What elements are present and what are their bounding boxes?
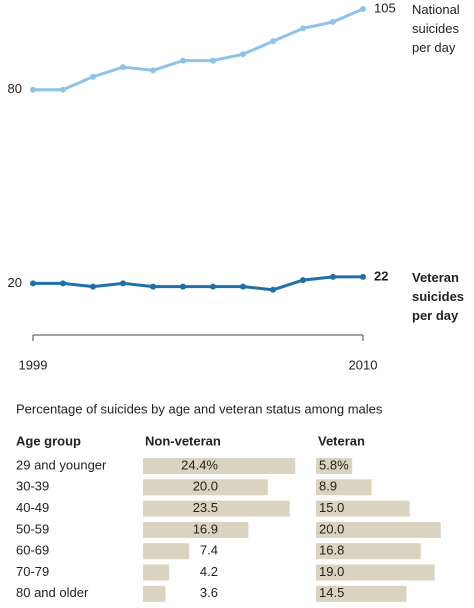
point	[300, 25, 306, 32]
value-label: 14.5	[319, 585, 344, 600]
point	[270, 286, 276, 293]
data-label: 80	[8, 81, 22, 96]
bar	[143, 500, 290, 517]
series-line	[33, 275, 363, 292]
category-label: 40-49	[16, 500, 49, 515]
column-header: Age group	[16, 433, 81, 448]
value-label: 16.9	[193, 521, 218, 536]
point	[30, 86, 36, 93]
point	[180, 57, 186, 64]
point	[180, 283, 186, 290]
value-label: 4.2	[200, 564, 218, 579]
x-tick-label: 1999	[19, 357, 48, 372]
point	[210, 283, 216, 290]
point	[150, 67, 156, 74]
data-label: 22	[374, 268, 388, 283]
point	[330, 18, 336, 25]
value-label: 5.8%	[319, 457, 349, 472]
category-label: 80 and older	[16, 585, 89, 600]
x-tick-label: 2010	[349, 357, 378, 372]
point	[30, 280, 36, 287]
series-line	[33, 7, 364, 92]
bar	[316, 479, 372, 496]
bar	[143, 564, 170, 581]
point	[300, 277, 306, 284]
bar	[316, 564, 435, 581]
category-label: 50-59	[16, 521, 49, 536]
column-header: Non-veteran	[145, 433, 221, 448]
value-label: 7.4	[200, 543, 218, 558]
point	[120, 64, 126, 71]
point	[210, 57, 216, 64]
point	[60, 86, 66, 93]
value-label: 3.6	[200, 585, 218, 600]
point	[330, 273, 336, 280]
point	[60, 280, 66, 287]
series-name: Veteran suicides per day	[412, 269, 465, 323]
column-header: Veteran	[318, 433, 365, 448]
category-label: 29 and younger	[16, 457, 107, 472]
value-label: 19.0	[319, 564, 344, 579]
bar	[143, 585, 166, 602]
point	[240, 283, 246, 290]
point	[360, 273, 366, 280]
bar	[316, 543, 421, 560]
value-label: 15.0	[319, 500, 344, 515]
value-label: 20.0	[193, 479, 218, 494]
bar	[143, 521, 249, 538]
value-label: 23.5	[193, 500, 218, 515]
bar	[143, 458, 296, 474]
bar	[143, 479, 268, 496]
bar	[316, 500, 410, 517]
value-label: 8.9	[319, 479, 337, 494]
series-name: National suicides per day	[412, 2, 460, 55]
bar	[316, 585, 407, 602]
table-title: Percentage of suicides by age and vetera…	[16, 401, 383, 416]
value-label: 16.8	[319, 543, 344, 558]
point	[120, 280, 126, 287]
value-label: 24.4%	[181, 457, 218, 472]
point	[360, 6, 366, 12]
bar	[316, 458, 353, 474]
category-label: 60-69	[16, 543, 49, 558]
bar	[143, 543, 190, 560]
data-label: 20	[8, 275, 22, 290]
point	[150, 283, 156, 290]
data-label: 105	[374, 0, 396, 15]
point	[90, 283, 96, 290]
point	[90, 73, 96, 80]
category-label: 30-39	[16, 479, 49, 494]
value-label: 20.0	[319, 521, 344, 536]
category-label: 70-79	[16, 564, 49, 579]
point	[240, 51, 246, 58]
bar	[316, 521, 441, 538]
point	[270, 38, 276, 45]
